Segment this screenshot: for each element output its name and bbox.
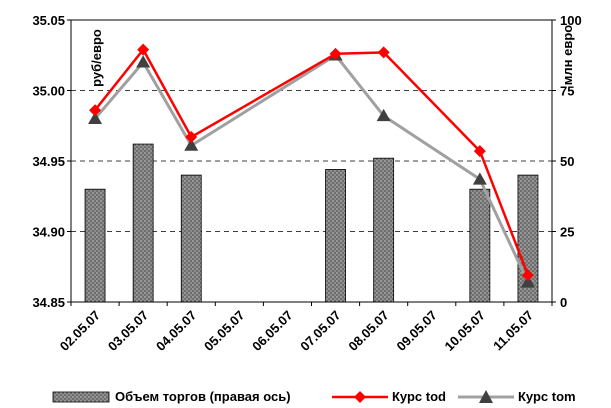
right-tick-label: 100 bbox=[560, 13, 582, 28]
line-series bbox=[88, 43, 535, 288]
marker-tom bbox=[520, 275, 535, 288]
x-tick-label: 11.05.07 bbox=[490, 308, 536, 354]
legend-marker-tod bbox=[354, 391, 366, 403]
x-tick-label: 08.05.07 bbox=[345, 308, 391, 354]
legend-label-tom: Курс tom bbox=[518, 389, 576, 404]
line-tom bbox=[93, 53, 530, 283]
right-axis-label: млн евро bbox=[560, 25, 575, 86]
volume-bar bbox=[373, 157, 395, 303]
left-tick-label: 34.85 bbox=[32, 295, 65, 310]
legend-label-volume: Объем торгов (правая ось) bbox=[115, 389, 291, 404]
right-axis-ticks: 0 25 50 75 100 bbox=[552, 13, 582, 310]
legend-marker-tom bbox=[479, 390, 493, 403]
right-tick-label: 50 bbox=[560, 154, 574, 169]
marker-tod bbox=[89, 104, 102, 117]
x-tick-label: 02.05.07 bbox=[57, 308, 103, 354]
x-tick-label: 03.05.07 bbox=[105, 308, 151, 354]
x-tick-label: 06.05.07 bbox=[249, 308, 295, 354]
volume-bar bbox=[325, 169, 346, 303]
left-axis-ticks: 34.85 34.90 34.95 35.00 35.05 bbox=[32, 13, 71, 310]
left-axis-label: руб/евро bbox=[89, 29, 104, 87]
marker-tom bbox=[184, 138, 199, 151]
marker-tom bbox=[376, 108, 391, 122]
marker-tom bbox=[472, 172, 487, 185]
left-tick-label: 34.90 bbox=[32, 225, 65, 240]
right-tick-label: 0 bbox=[560, 295, 567, 310]
marker-tod bbox=[473, 145, 486, 158]
legend-item-tod: Курс tod bbox=[332, 389, 446, 404]
legend-item-tom: Курс tom bbox=[458, 389, 576, 404]
marker-tod bbox=[329, 47, 342, 60]
left-tick-label: 35.05 bbox=[32, 13, 65, 28]
right-tick-label: 25 bbox=[560, 225, 574, 240]
line-tod bbox=[94, 48, 530, 276]
marker-tom bbox=[88, 111, 103, 124]
x-axis-ticks: 02.05.07 03.05.07 04.05.07 05.05.07 06.05.07… bbox=[57, 302, 553, 354]
marker-tod bbox=[521, 269, 534, 282]
marker-tod bbox=[185, 131, 198, 144]
marker-tod bbox=[137, 43, 150, 56]
legend-item-volume: Объем торгов (правая ось) bbox=[52, 389, 291, 404]
volume-bar bbox=[180, 174, 202, 303]
bar-series bbox=[84, 143, 539, 303]
x-tick-label: 09.05.07 bbox=[393, 308, 439, 354]
x-tick-label: 10.05.07 bbox=[442, 308, 488, 354]
marker-tom bbox=[136, 55, 151, 68]
right-tick-label: 75 bbox=[560, 84, 574, 99]
x-tick-label: 05.05.07 bbox=[201, 308, 247, 354]
volume-bar bbox=[132, 143, 154, 303]
volume-bar bbox=[84, 188, 106, 303]
legend: Объем торгов (правая ось) Курс tod Курс … bbox=[52, 389, 576, 404]
legend-swatch-volume bbox=[52, 391, 110, 403]
left-tick-label: 34.95 bbox=[32, 154, 65, 169]
left-tick-label: 35.00 bbox=[32, 84, 65, 99]
marker-tod bbox=[377, 46, 390, 59]
x-tick-label: 07.05.07 bbox=[297, 308, 343, 354]
volume-bar bbox=[469, 188, 491, 303]
x-tick-label: 04.05.07 bbox=[153, 308, 199, 354]
legend-label-tod: Курс tod bbox=[392, 389, 446, 404]
